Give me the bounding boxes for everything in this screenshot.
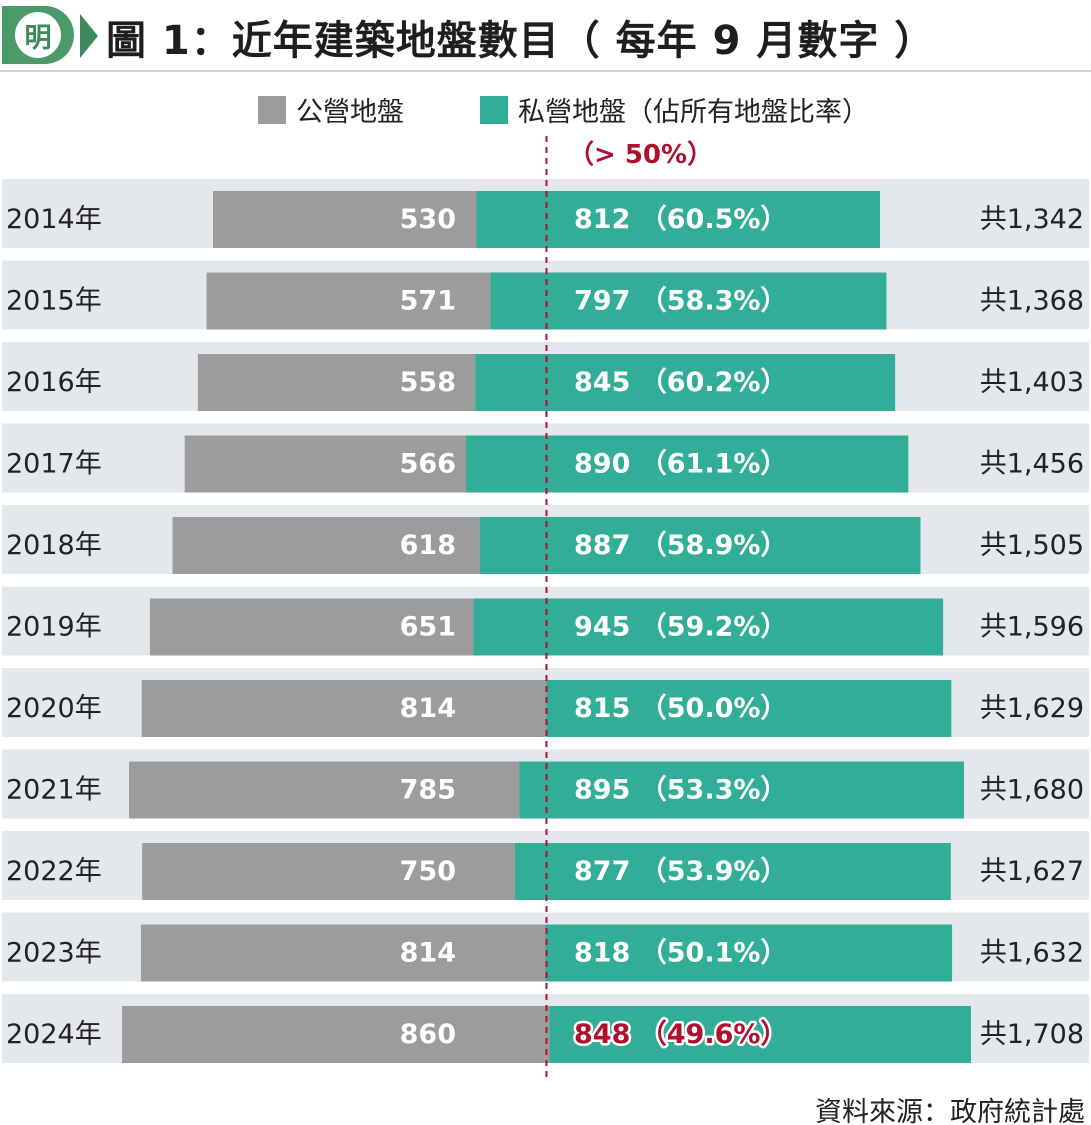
year-label: 2021年	[6, 775, 102, 806]
public-value-label: 814	[400, 938, 456, 969]
chart-legend: 公營地盤 私營地盤（佔所有地盤比率）	[0, 90, 1091, 129]
year-label: 2020年	[6, 693, 102, 724]
public-value-label: 558	[400, 367, 456, 398]
public-bar	[140, 924, 546, 982]
private-bar	[479, 517, 921, 574]
data-row: 2023年 814 818 （50.1%） 共1,632	[2, 912, 1089, 982]
legend-swatch-private	[480, 95, 508, 124]
year-label: 2015年	[6, 286, 102, 317]
public-value-label: 530	[400, 204, 456, 235]
legend-item-private: 私營地盤（佔所有地盤比率）	[480, 90, 869, 129]
private-bar	[549, 1006, 971, 1063]
public-bar	[172, 517, 480, 574]
private-value-label: 887 （58.9%）	[574, 530, 787, 561]
total-label: 共1,632	[980, 938, 1084, 969]
data-row: 2018年 618 887 （58.9%） 共1,505	[2, 505, 1089, 574]
total-label: 共1,342	[980, 204, 1084, 235]
total-label: 共1,629	[980, 693, 1084, 724]
source-note: 資料來源：政府統計處	[815, 1097, 1085, 1125]
legend-swatch-public	[258, 95, 286, 124]
total-label: 共1,403	[980, 367, 1084, 398]
total-label: 共1,456	[980, 449, 1084, 480]
public-bar	[213, 191, 477, 248]
year-label: 2022年	[6, 856, 102, 887]
public-value-label: 566	[400, 449, 456, 480]
private-bar	[519, 761, 964, 819]
private-value-label: 848 （49.6%）	[574, 1019, 787, 1050]
private-bar	[490, 272, 887, 330]
year-label: 2017年	[6, 449, 102, 480]
private-bar	[546, 680, 952, 737]
private-bar	[476, 191, 880, 248]
year-label: 2019年	[6, 612, 102, 643]
public-value-label: 860	[400, 1019, 456, 1050]
private-value-label: 890 （61.1%）	[574, 449, 787, 480]
year-label: 2016年	[6, 367, 102, 398]
private-bar	[514, 843, 951, 900]
private-bar	[475, 354, 896, 411]
title-arrow-icon	[80, 14, 98, 58]
private-bar	[545, 924, 953, 982]
year-label: 2018年	[6, 530, 102, 561]
threshold-note: （> 50%）	[568, 140, 714, 170]
private-bar	[473, 598, 944, 656]
private-value-label: 797 （58.3%）	[574, 286, 787, 317]
legend-item-public: 公營地盤	[258, 90, 404, 129]
public-bar	[206, 272, 491, 330]
public-bar	[129, 761, 520, 819]
public-value-label: 750	[400, 856, 456, 887]
private-value-label: 818 （50.1%）	[574, 938, 787, 969]
year-label: 2014年	[6, 204, 102, 235]
year-label: 2023年	[6, 938, 102, 969]
private-value-label: 945 （59.2%）	[574, 612, 787, 643]
total-label: 共1,708	[980, 1019, 1084, 1050]
legend-label-private: 私營地盤（佔所有地盤比率）	[518, 97, 869, 128]
public-bar	[142, 843, 515, 900]
public-bar	[184, 435, 466, 493]
public-value-label: 571	[400, 286, 456, 317]
total-label: 共1,596	[980, 612, 1084, 643]
private-bar	[465, 435, 909, 493]
total-label: 共1,627	[980, 856, 1084, 887]
data-row: 2016年 558 845 （60.2%） 共1,403	[2, 342, 1089, 411]
private-value-label: 815 （50.0%）	[574, 693, 787, 724]
logo-badge: 明	[2, 6, 74, 64]
public-bar	[122, 1006, 550, 1063]
chart-title: 圖 1：近年建築地盤數目（ 每年 9 月數字 ）	[106, 18, 936, 64]
year-label: 2024年	[6, 1019, 102, 1050]
public-value-label: 785	[400, 775, 456, 806]
public-value-label: 618	[400, 530, 456, 561]
total-label: 共1,505	[980, 530, 1084, 561]
total-label: 共1,680	[980, 775, 1084, 806]
private-value-label: 895 （53.3%）	[574, 775, 787, 806]
chart-header: 明 圖 1：近年建築地盤數目（ 每年 9 月數字 ）	[0, 0, 1091, 72]
public-value-label: 651	[400, 612, 456, 643]
total-label: 共1,368	[980, 286, 1084, 317]
data-row: 2019年 651 945 （59.2%） 共1,596	[2, 586, 1089, 656]
public-bar	[197, 354, 476, 411]
public-value-label: 814	[400, 693, 456, 724]
public-bar	[149, 598, 474, 656]
private-value-label: 845 （60.2%）	[574, 367, 787, 398]
legend-label-public: 公營地盤	[296, 97, 404, 128]
private-value-label: 877 （53.9%）	[574, 856, 787, 887]
logo-icon: 明	[15, 12, 61, 58]
public-bar	[141, 680, 547, 737]
private-value-label: 812 （60.5%）	[574, 204, 787, 235]
